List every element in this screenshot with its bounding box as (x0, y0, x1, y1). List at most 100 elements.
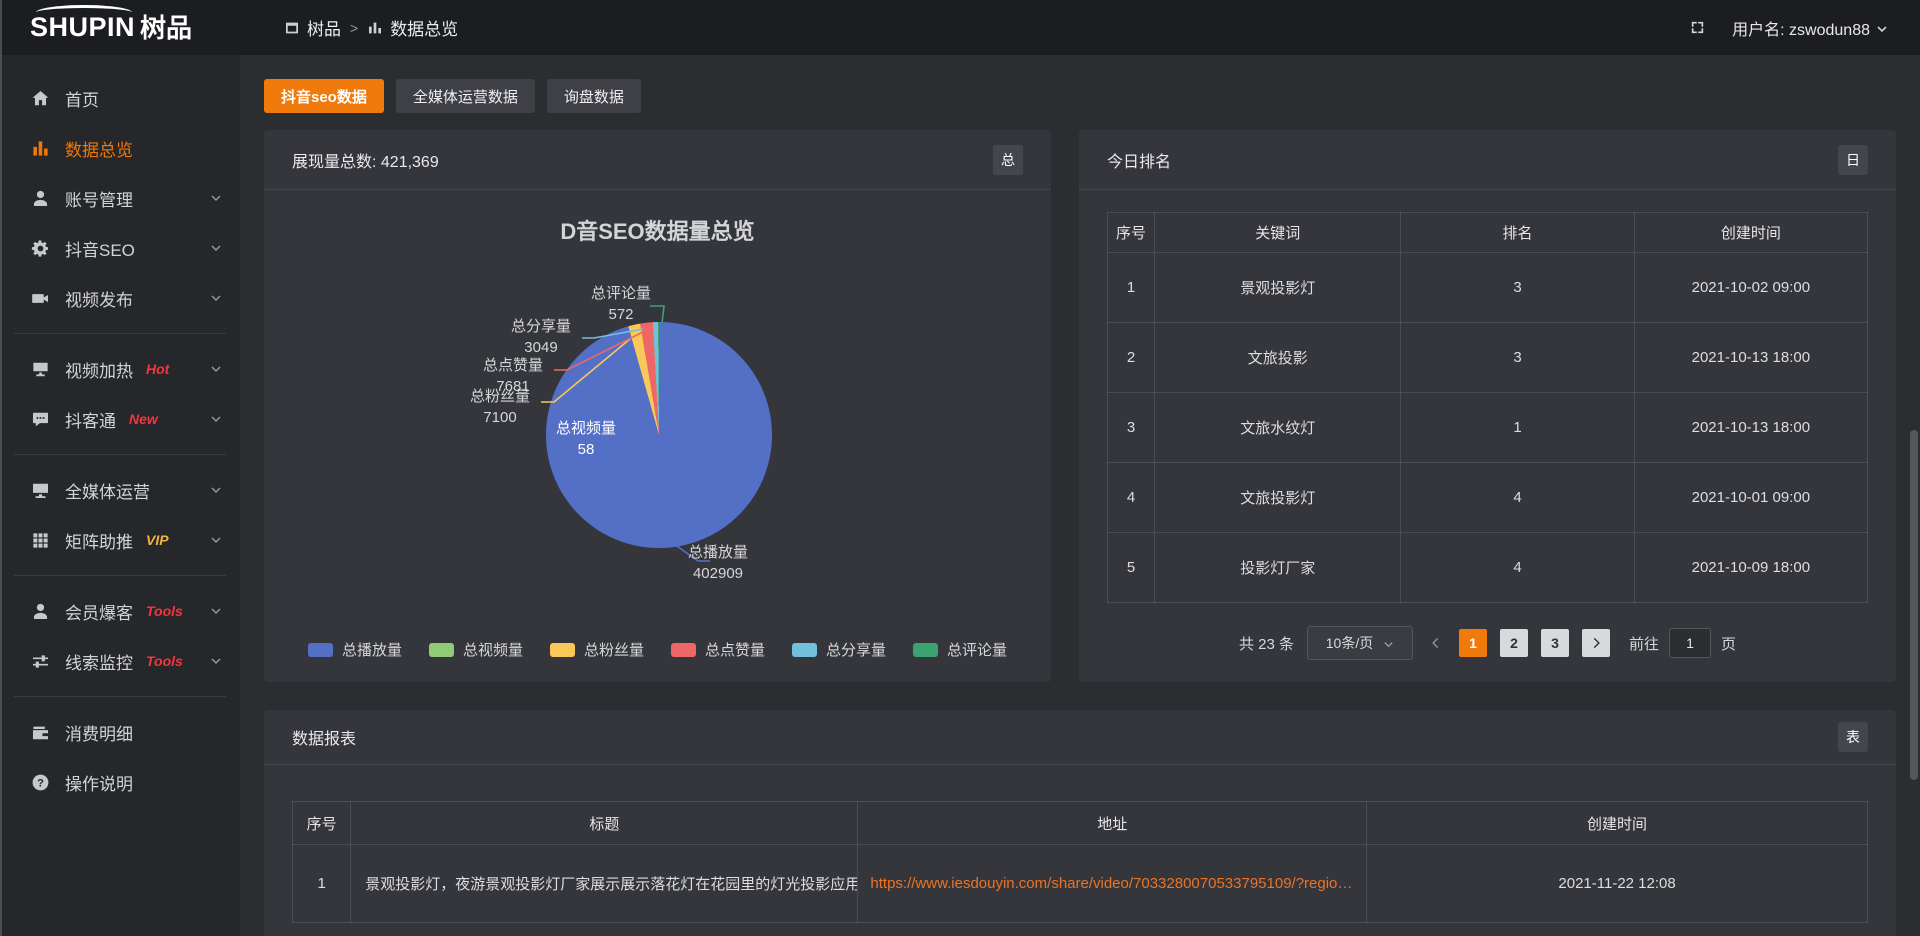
breadcrumb-label: 树品 (307, 20, 341, 39)
user-menu[interactable]: 用户名: zswodun88 (1732, 16, 1888, 40)
sidebar-item-2[interactable]: 账号管理 (0, 173, 240, 223)
legend-item-1[interactable]: 总视频量 (428, 639, 523, 660)
ranking-table-wrap: 序号 关键词 排名 创建时间 1 景观投影灯 3 2021-10-02 09:00 2 文旅投影… (1079, 190, 1896, 660)
ranking-table-cell: 2021-10-13 18:00 (1633, 322, 1869, 393)
sidebar-item-5[interactable]: 视频加热 Hot (0, 344, 240, 394)
svg-text:?: ? (37, 777, 44, 789)
legend-item-3[interactable]: 总点赞量 (671, 639, 765, 660)
chart-legend: 总播放量 总视频量 总粉丝量 总点赞量 总分享量 总评论量 (264, 639, 1051, 660)
sidebar-item-7[interactable]: 全媒体运营 (0, 465, 240, 515)
chevron-down-icon (210, 242, 222, 254)
prev-page-button[interactable] (1426, 636, 1446, 650)
legend-label: 总视频量 (462, 642, 523, 659)
next-page-button[interactable] (1582, 629, 1610, 657)
report-cell-url-link[interactable]: https://www.iesdouyin.com/share/video/70… (857, 844, 1368, 923)
sidebar-item-12[interactable]: ? 操作说明 (0, 757, 240, 807)
ranking-table-cell: 2021-10-09 18:00 (1633, 532, 1869, 603)
sidebar-item-label: 操作说明 (65, 774, 133, 794)
legend-label: 总分享量 (826, 642, 887, 659)
ranking-table: 序号 关键词 排名 创建时间 1 景观投影灯 3 2021-10-02 09:00 2 文旅投影… (1106, 212, 1869, 603)
sidebar-divider (14, 454, 226, 455)
chevron-down-icon (210, 605, 222, 617)
tab-1[interactable]: 全媒体运营数据 (395, 79, 535, 113)
legend-item-2[interactable]: 总粉丝量 (549, 639, 644, 660)
ranking-table-cell: 2 (1106, 322, 1156, 393)
ranking-table-cell: 3 (1106, 392, 1156, 463)
monitor-icon (31, 481, 50, 500)
fullscreen-icon[interactable] (1689, 19, 1706, 36)
ranking-column-header: 排名 (1400, 212, 1635, 253)
ranking-table-cell: 2021-10-02 09:00 (1633, 252, 1869, 323)
legend-item-5[interactable]: 总评论量 (913, 639, 1007, 660)
sidebar-item-label: 会员爆客 (65, 603, 133, 623)
page-size-select[interactable]: 10条/页 (1307, 626, 1413, 660)
legend-swatch (549, 642, 575, 657)
sidebar-item-8[interactable]: 矩阵助推 VIP (0, 515, 240, 565)
report-panel-title: 数据报表 (292, 731, 357, 748)
breadcrumb-item-current[interactable]: 数据总览 (367, 15, 458, 40)
goto-suffix: 页 (1721, 635, 1737, 653)
chevron-down-icon (210, 484, 222, 496)
sidebar-item-6[interactable]: 抖客通 New (0, 394, 240, 444)
sidebar-item-9[interactable]: 会员爆客 Tools (0, 586, 240, 636)
app-logo[interactable]: SHUPIN 树品 (0, 5, 240, 43)
home-icon (31, 89, 50, 108)
day-toggle-button[interactable]: 日 (1838, 144, 1868, 175)
table-toggle-button[interactable]: 表 (1838, 722, 1868, 752)
report-column-header: 地址 (857, 801, 1368, 845)
sidebar-item-label: 账号管理 (65, 190, 133, 210)
window-left-edge (0, 0, 2, 936)
pie-label-name: 总播放量 (687, 544, 749, 561)
legend-item-4[interactable]: 总分享量 (792, 639, 886, 660)
legend-swatch (913, 642, 939, 657)
sidebar-item-11[interactable]: 消费明细 (0, 707, 240, 757)
page-button-2[interactable]: 2 (1500, 629, 1528, 657)
goto-page-input[interactable] (1669, 628, 1712, 658)
chevron-down-icon (210, 363, 222, 375)
tab-0[interactable]: 抖音seo数据 (264, 79, 384, 113)
ranking-table-cell: 1 (1400, 392, 1635, 463)
tab-2[interactable]: 询盘数据 (546, 79, 641, 113)
pie-label-name: 总点赞量 (482, 357, 544, 374)
sidebar-item-badge: Tools (146, 653, 183, 669)
impressions-total-label: 展现量总数: 421,369 (292, 153, 439, 171)
top-panels-row: 展现量总数: 421,369 总 D音SEO数据量总览 总播放量 总视频量 总粉丝量… (264, 130, 1896, 682)
logo-text-cn: 树品 (140, 13, 193, 43)
wallet-icon (31, 723, 50, 742)
legend-item-0[interactable]: 总播放量 (307, 639, 402, 660)
sidebar-item-4[interactable]: 视频发布 (0, 273, 240, 323)
pagination-total: 共 23 条 (1238, 635, 1294, 653)
ranking-table-cell: 4 (1400, 532, 1635, 603)
sidebar-item-label: 视频加热 (65, 361, 133, 381)
sidebar-item-label: 线索监控 (65, 653, 133, 673)
ranking-table-cell: 投影灯厂家 (1154, 532, 1402, 603)
sidebar-divider (14, 696, 226, 697)
sidebar-item-label: 抖音SEO (65, 240, 135, 260)
sidebar-item-10[interactable]: 线索监控 Tools (0, 636, 240, 686)
report-table-wrap: 序号 标题 地址 创建时间 1 景观投影灯，夜游景观投影灯厂家展示展示落花灯在花园里的灯… (264, 765, 1896, 923)
page-button-1[interactable]: 1 (1459, 629, 1487, 657)
sidebar-item-0[interactable]: 首页 (0, 73, 240, 123)
ranking-table-row: 4 文旅投影灯 4 2021-10-01 09:00 (1106, 462, 1869, 533)
sidebar-item-3[interactable]: 抖音SEO (0, 223, 240, 273)
total-toggle-button[interactable]: 总 (993, 144, 1023, 175)
ranking-table-cell: 文旅投影 (1154, 322, 1402, 393)
report-column-header: 创建时间 (1366, 801, 1868, 845)
legend-label: 总播放量 (341, 642, 402, 659)
page-button-3[interactable]: 3 (1541, 629, 1569, 657)
pie-label-value: 402909 (692, 565, 744, 582)
sidebar-item-badge: Hot (146, 361, 170, 377)
ranking-column-header: 创建时间 (1633, 212, 1869, 253)
today-ranking-panel: 今日排名 日 序号 关键词 排名 创建时间 1 景观投影灯 3 2021-10-02 09:… (1079, 130, 1896, 682)
ranking-column-header: 序号 (1106, 212, 1156, 253)
breadcrumb-separator: > (350, 19, 359, 36)
sidebar-item-1[interactable]: 数据总览 (0, 123, 240, 173)
legend-label: 总粉丝量 (583, 642, 644, 659)
page-scrollbar-thumb[interactable] (1910, 430, 1918, 780)
pie-label-value: 7100 (483, 409, 517, 426)
sidebar-item-badge: VIP (146, 532, 169, 548)
breadcrumb-item-home[interactable]: 树品 (284, 15, 341, 40)
report-column-header: 序号 (291, 801, 352, 845)
legend-swatch (428, 642, 454, 657)
chevron-down-icon (1383, 639, 1394, 650)
